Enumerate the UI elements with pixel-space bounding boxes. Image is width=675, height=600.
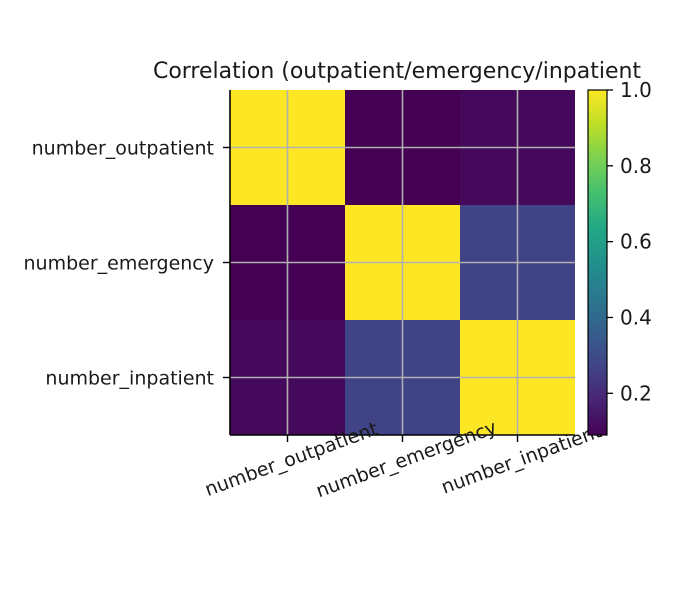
colorbar-tick-label-4: 1.0	[620, 78, 652, 102]
chart-title: Correlation (outpatient/emergency/inpati…	[153, 59, 641, 84]
y-tick-label-1: number_emergency	[23, 253, 214, 275]
colorbar-tick-label-2: 0.6	[620, 230, 652, 254]
y-tick-label-2: number_inpatient	[45, 368, 214, 390]
colorbar: 0.2 0.4 0.6 0.8 1.0	[587, 78, 652, 436]
colorbar-tick-label-1: 0.4	[620, 305, 652, 329]
y-tick-label-0: number_outpatient	[32, 138, 214, 160]
y-axis-ticks: number_outpatient number_emergency number_…	[23, 138, 230, 390]
colorbar-tick-label-0: 0.2	[620, 381, 652, 405]
colorbar-tick-label-3: 0.8	[620, 154, 652, 178]
colorbar-gradient	[587, 89, 608, 436]
